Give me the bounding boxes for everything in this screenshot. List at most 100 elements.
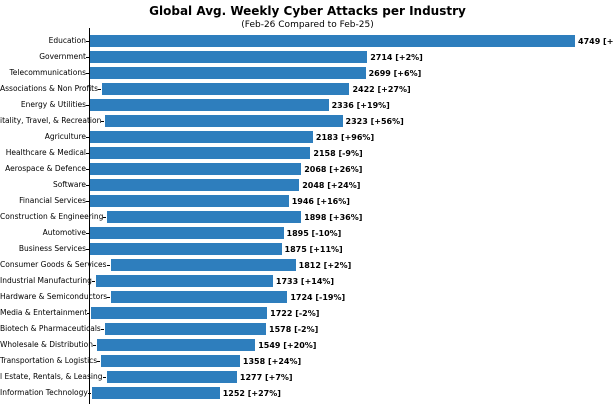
y-axis-line [89, 28, 90, 404]
value-label: 1875 [+11%] [284, 244, 343, 254]
bar [91, 387, 220, 399]
category-label: Information Technology [0, 388, 88, 398]
bar-row: Healthcare & Medical 2158 [-9%] [0, 145, 615, 161]
bar-wrap: 2048 [+24%] [89, 179, 615, 191]
value-label: 2068 [+26%] [304, 164, 363, 174]
axis-tick [98, 88, 102, 90]
axis-tick [86, 168, 89, 170]
axis-tick [91, 280, 95, 282]
value-label: 2048 [+24%] [302, 180, 361, 190]
value-label: 1358 [+24%] [242, 356, 302, 366]
bar [106, 371, 237, 383]
bar-wrap: 2336 [+19%] [89, 99, 615, 111]
axis-tick [86, 72, 89, 74]
axis-tick [107, 296, 111, 298]
category-label: Education [48, 36, 86, 46]
category-label: Automotive [42, 228, 86, 238]
bar-wrap: 2323 [+56%] [104, 115, 615, 127]
axis-tick [86, 40, 89, 42]
bar-wrap: 2158 [-9%] [89, 147, 615, 159]
bar-row: Business Services 1875 [+11%] [0, 241, 615, 257]
bar-row: Telecommunications 2699 [+6%] [0, 65, 615, 81]
bar [90, 99, 329, 111]
value-label: 2422 [+27%] [352, 84, 411, 94]
category-label: Telecommunications [9, 68, 86, 78]
axis-tick [100, 328, 104, 330]
bar [90, 195, 289, 207]
bar-wrap: 1733 [+14%] [95, 275, 615, 287]
bar [95, 275, 273, 287]
category-label: Agriculture [44, 132, 86, 142]
bar-row: Education 4749 [+ [0, 33, 615, 49]
value-label: 1724 [-19%] [290, 292, 346, 302]
bar-wrap: 1898 [+36%] [106, 211, 615, 223]
category-label: Biotech & Pharmaceuticals [0, 324, 101, 334]
category-label: Industrial Manufacturing [0, 276, 92, 286]
bar-row: Construction & Engineering 1898 [+36%] [0, 209, 615, 225]
bar-wrap: 1358 [+24%] [100, 355, 615, 367]
bar-row: Energy & Utilities 2336 [+19%] [0, 97, 615, 113]
axis-tick [97, 360, 101, 362]
value-label: 1549 [+20%] [258, 340, 317, 350]
axis-tick [106, 264, 110, 266]
category-label: Healthcare & Medical [5, 148, 86, 158]
bar-row: Biotech & Pharmaceuticals 1578 [-2%] [0, 321, 615, 337]
bar-row: Aerospace & Defence 2068 [+26%] [0, 161, 615, 177]
value-label: 1895 [-10%] [286, 228, 342, 238]
bar-wrap: 1895 [-10%] [89, 227, 615, 239]
bar [104, 323, 267, 335]
category-label: itality, Travel, & Recreation [0, 116, 102, 126]
value-label: 2714 [+2%] [370, 52, 423, 62]
bar-rows: Education 4749 [+ Government 2714 [+2%] … [0, 33, 615, 401]
bar [110, 259, 296, 271]
bar-wrap: 1578 [-2%] [104, 323, 615, 335]
bar [90, 67, 366, 79]
bar [90, 35, 575, 47]
bar-row: Transportation & Logistics 1358 [+24%] [0, 353, 615, 369]
bar [90, 147, 311, 159]
value-label: 1946 [+16%] [291, 196, 350, 206]
bar-row: Information Technology 1252 [+27%] [0, 385, 615, 401]
bar-row: Automotive 1895 [-10%] [0, 225, 615, 241]
category-label: Aerospace & Defence [5, 164, 86, 174]
bar-row: l Estate, Rentals, & Leasing 1277 [+7%] [0, 369, 615, 385]
bar-row: Agriculture 2183 [+96%] [0, 129, 615, 145]
axis-tick [86, 56, 89, 58]
bar-row: Financial Services 1946 [+16%] [0, 193, 615, 209]
bar-wrap: 2068 [+26%] [89, 163, 615, 175]
bar-row: Industrial Manufacturing 1733 [+14%] [0, 273, 615, 289]
bar-wrap: 1946 [+16%] [89, 195, 615, 207]
bar-wrap: 2714 [+2%] [89, 51, 615, 63]
value-label: 1252 [+27%] [222, 388, 281, 398]
value-label: 2158 [-9%] [313, 148, 363, 158]
bar-row: Wholesale & Distribution 1549 [+20%] [0, 337, 615, 353]
category-label: Hardware & Semiconductors [0, 292, 108, 302]
category-label: Business Services [18, 244, 86, 254]
axis-tick [87, 312, 91, 314]
bar [90, 243, 282, 255]
chart-subtitle: (Feb-26 Compared to Feb-25) [241, 20, 374, 30]
bar-row: Associations & Non Profits 2422 [+27%] [0, 81, 615, 97]
category-label: Transportation & Logistics [0, 356, 98, 366]
category-label: Software [52, 180, 86, 190]
axis-tick [103, 216, 107, 218]
value-label: 2183 [+96%] [315, 132, 375, 142]
value-label: 2699 [+6%] [368, 68, 422, 78]
category-label: Government [39, 52, 86, 62]
value-label: 1578 [-2%] [269, 324, 319, 334]
value-label: 1722 [-2%] [270, 308, 320, 318]
bar-wrap: 4749 [+ [89, 35, 615, 47]
value-label: 2323 [+56%] [345, 116, 404, 126]
bar [90, 51, 368, 63]
category-label: Associations & Non Profits [0, 84, 99, 94]
axis-tick [86, 200, 89, 202]
bar-row: itality, Travel, & Recreation 2323 [+56%… [0, 113, 615, 129]
value-label: 1277 [+7%] [239, 372, 293, 382]
value-label: 1898 [+36%] [304, 212, 363, 222]
bar [107, 211, 302, 223]
bar-wrap: 2422 [+27%] [101, 83, 615, 95]
bar [90, 227, 284, 239]
bar-wrap: 1875 [+11%] [89, 243, 615, 255]
bar-wrap: 1252 [+27%] [91, 387, 615, 399]
axis-tick [93, 344, 97, 346]
